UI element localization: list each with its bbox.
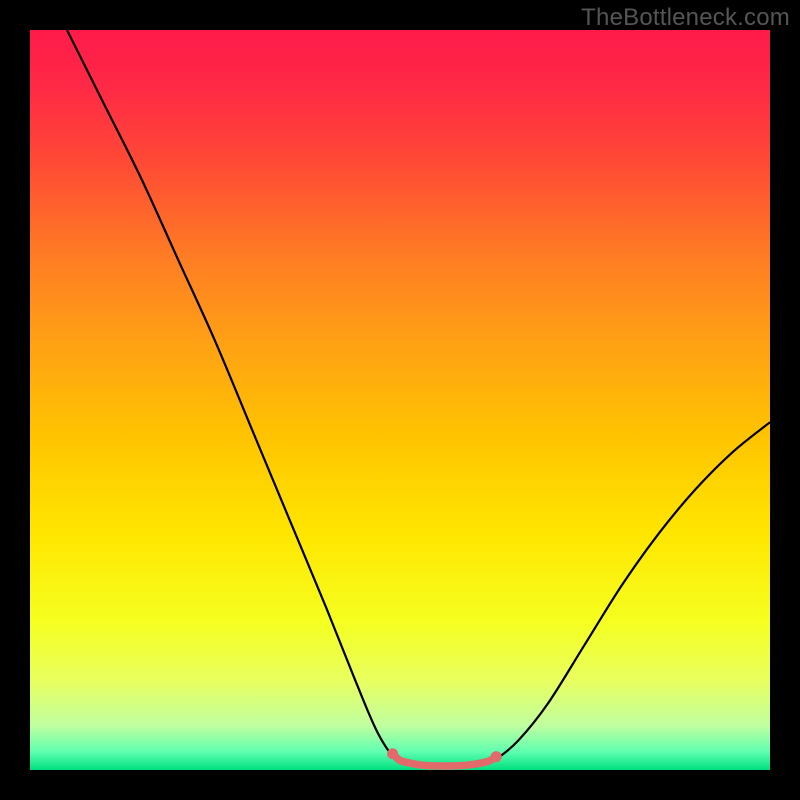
chart-root: { "watermark": { "text": "TheBottleneck.… xyxy=(0,0,800,800)
watermark-text: TheBottleneck.com xyxy=(581,4,790,32)
optimal-range-endpoint xyxy=(387,748,398,759)
optimal-range-endpoint xyxy=(491,751,502,762)
bottleneck-curve-chart xyxy=(0,0,800,800)
plot-background xyxy=(30,30,770,770)
